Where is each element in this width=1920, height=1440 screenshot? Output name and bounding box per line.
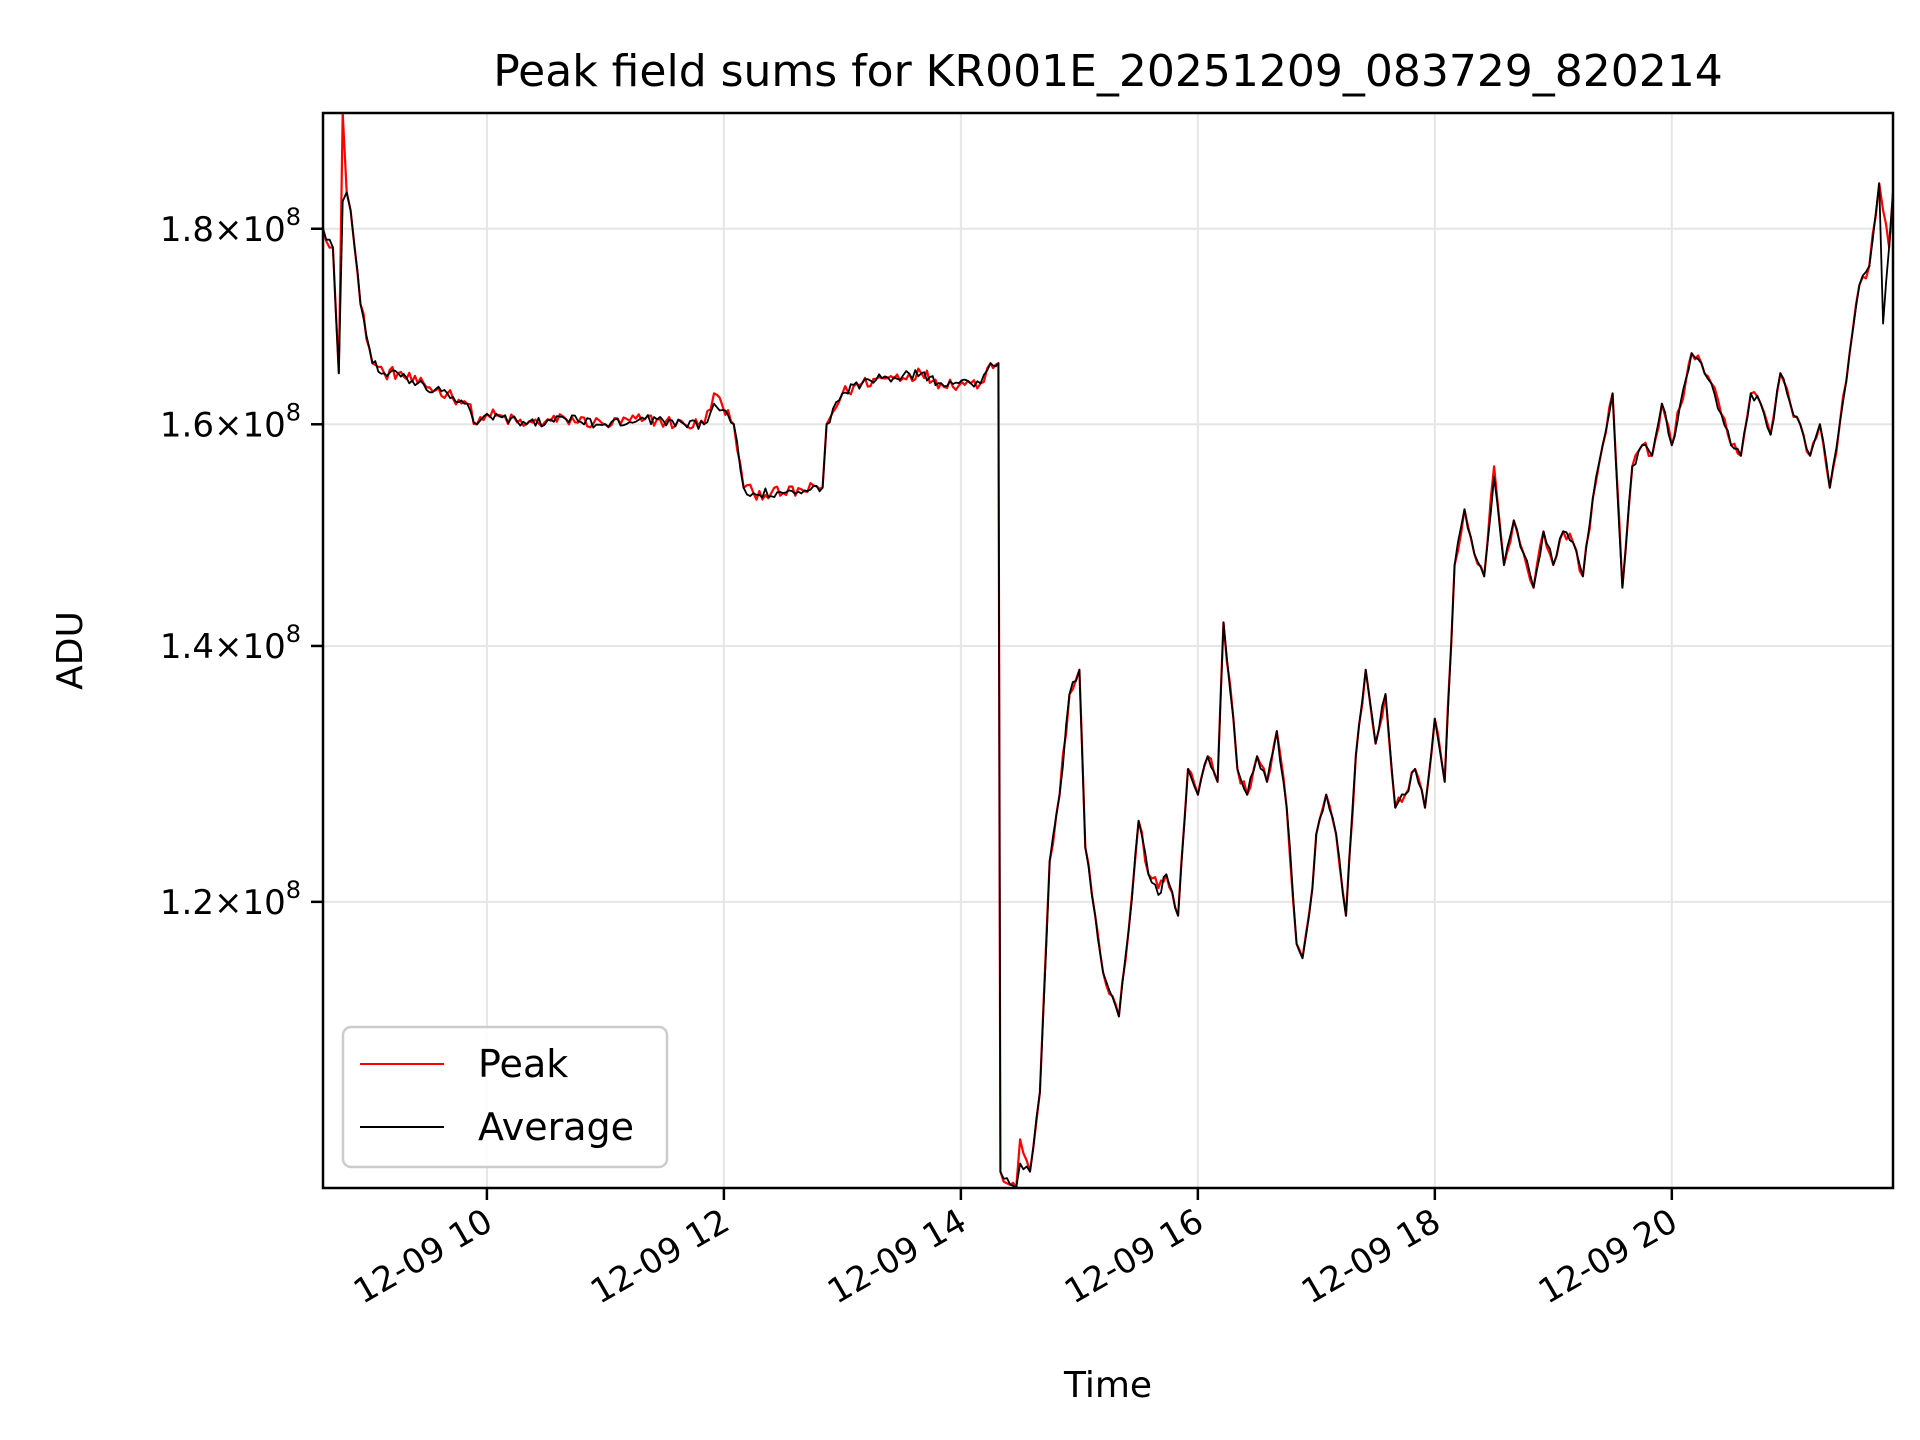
y-tick-base: 10: [242, 210, 285, 250]
plot-lines: [323, 113, 1893, 1188]
y-tick-base: 10: [242, 883, 285, 923]
axes-frame: [321, 111, 1895, 1190]
legend: Peak Average: [341, 1025, 669, 1169]
chart-title: Peak field sums for KR001E_20251209_0837…: [493, 46, 1723, 97]
y-tick-times: ×: [214, 627, 243, 667]
y-tick-label: 1.2×108: [160, 876, 301, 923]
y-tick-mantissa: 1.2: [160, 883, 214, 923]
x-axis-label: Time: [1063, 1365, 1152, 1406]
y-tick-mantissa: 1.8: [160, 210, 214, 250]
legend-label-average: Average: [478, 1105, 634, 1149]
y-tick-exponent: 8: [286, 620, 301, 648]
y-tick-mantissa: 1.4: [160, 627, 214, 667]
y-tick-base: 10: [242, 627, 285, 667]
y-tick-exponent: 8: [286, 203, 301, 231]
y-tick-exponent: 8: [286, 398, 301, 426]
series-line-average: [323, 182, 1893, 1188]
y-tick-times: ×: [214, 210, 243, 250]
legend-label-peak: Peak: [478, 1042, 568, 1086]
y-axis-label: ADU: [50, 611, 91, 690]
y-tick-mantissa: 1.6: [160, 405, 214, 445]
y-tick-label: 1.8×108: [160, 203, 301, 250]
legend-box: [341, 1025, 669, 1169]
y-tick-label: 1.4×108: [160, 620, 301, 667]
y-tick-base: 10: [242, 405, 285, 445]
y-tick-label: 1.6×108: [160, 398, 301, 445]
y-tick-times: ×: [214, 405, 243, 445]
y-tick-times: ×: [214, 883, 243, 923]
y-tick-exponent: 8: [286, 876, 301, 904]
